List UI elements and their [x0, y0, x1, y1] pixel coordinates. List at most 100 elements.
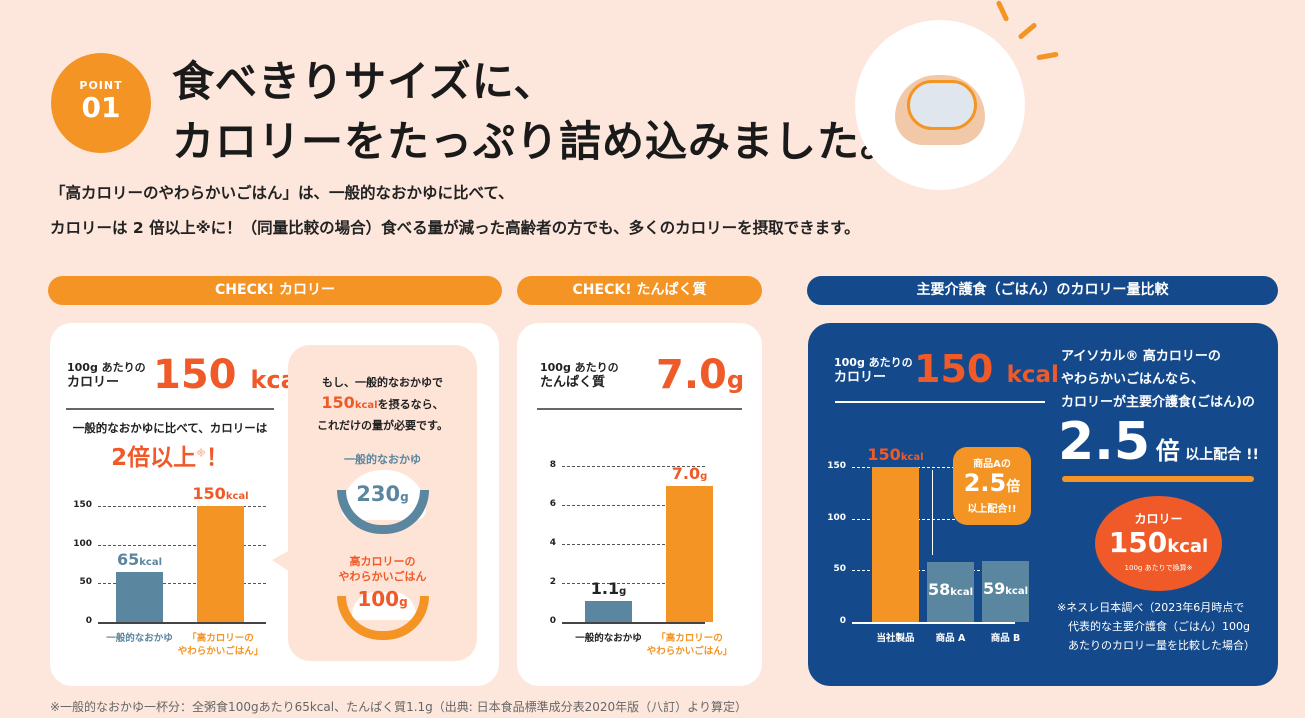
x-tick-label: 当社製品 [876, 633, 915, 644]
t: カロリー [834, 370, 887, 385]
compare-text: 一般的なおかゆに比べて、カロリーは [72, 421, 268, 435]
y-tick-label: 0 [85, 616, 92, 626]
t: やわらかいごはんなら、 [1061, 372, 1205, 387]
x-tick-label: 「高カロリーの やわらかいごはん」 [646, 633, 733, 657]
data-label: 65kcal [116, 549, 163, 569]
footnote: ※一般的なおかゆ一杯分：全粥食100gあたり65kcal、たんぱく質1.1g（出… [50, 700, 747, 714]
gridline [852, 467, 1015, 468]
t: ※ネスレ日本調べ（2023年6月時点で [1057, 601, 1245, 614]
x-axis [98, 622, 266, 624]
bar [927, 562, 974, 622]
u: g [726, 366, 745, 394]
bar [666, 485, 713, 622]
y-tick-label: 6 [549, 499, 556, 509]
t: やわらかいごはん [338, 570, 427, 583]
data-label: 150kcal [192, 484, 249, 503]
label: カロリー [67, 375, 120, 390]
v: 2.5 [963, 469, 1007, 497]
gridline [98, 506, 266, 507]
wavy-underline [1062, 476, 1254, 482]
sparkle-ray [995, 0, 1010, 23]
divider [66, 408, 274, 410]
t: 以上配合 !! [1185, 447, 1259, 463]
u: g [399, 595, 408, 609]
survey-note: ※ネスレ日本調べ（2023年6月時点で 代表的な主要介護食（ごはん）100g あ… [1057, 598, 1255, 655]
text: これだけの量が必要です。 [317, 419, 448, 432]
calorie-chart: 0 50 100 150 65kcal 一般的なおかゆ 150kcal 「高カロリーの やわらか… [66, 470, 276, 670]
x-axis [562, 622, 705, 624]
v: 7.0 [656, 352, 727, 398]
u: 倍 [1006, 479, 1021, 495]
y-tick-label: 150 [73, 500, 92, 510]
headline-2x: 2倍以上※！ [66, 438, 274, 472]
t: たんぱく質 [540, 375, 606, 390]
gridline [562, 466, 705, 467]
v: 100 [357, 587, 400, 611]
t: 高カロリーの [349, 555, 416, 568]
v: 230 [356, 482, 401, 506]
y-tick-label: 0 [549, 616, 556, 626]
num: 150 [321, 393, 355, 412]
page-title-line1: 食べきりサイズに、 [172, 57, 557, 106]
data-label: 7.0g [671, 463, 708, 483]
x-tick-label: 一般的なおかゆ [106, 633, 173, 644]
comparison-text: アイソカル® 高カロリーの やわらかいごはんなら、 カロリーが主要介護食(ごはん… [1061, 345, 1255, 414]
per-100g-label: 100g あたりの たんぱく質 [540, 360, 619, 390]
u: kcal [1167, 536, 1209, 557]
x-tick-label: 商品 B [990, 633, 1021, 644]
text: ！ [205, 445, 229, 471]
value: 150 [153, 352, 237, 398]
gridline [98, 544, 266, 546]
t: 以上配合!! [967, 504, 1017, 515]
x-tick-label: 商品 A [935, 633, 966, 644]
bar [872, 467, 919, 622]
bubble-tail [272, 550, 290, 572]
product-hand-photo [855, 20, 1025, 190]
y-tick-label: 8 [549, 460, 556, 470]
text: もし、一般的なおかゆで [322, 376, 443, 389]
y-tick-label: 100 [73, 538, 92, 549]
t: 代表的な主要介護食（ごはん）100g [1068, 620, 1250, 633]
gridline [562, 544, 705, 545]
per-100g-label: 100g あたりの カロリー [834, 355, 913, 385]
data-label: 1.1g [590, 578, 627, 598]
gridline [98, 583, 266, 585]
bar [116, 571, 163, 622]
t: カロリーが主要介護食(ごはん)の [1061, 395, 1255, 410]
t: 100g あたりで換算※ [1124, 564, 1193, 572]
y-tick-label: 150 [827, 461, 846, 471]
v: 150 [914, 347, 994, 391]
x-tick-label: 「高カロリーの やわらかいごはん」 [177, 633, 264, 657]
per-100g-label: 100g あたりの カロリー [67, 360, 146, 390]
t: 商品Aの [973, 459, 1011, 470]
text: 2倍以上 [111, 445, 197, 471]
sparkle-ray [1017, 22, 1038, 40]
text: を摂るなら、 [377, 398, 444, 411]
v: 150 [1108, 526, 1168, 559]
bubble-text: もし、一般的なおかゆで 150kcalを摂るなら、 これだけの量が必要です。 [288, 373, 477, 436]
divider [835, 401, 1045, 403]
t: 100g あたりの [834, 356, 913, 369]
y-tick-label: 4 [549, 538, 556, 548]
x-axis [852, 622, 1015, 624]
point-badge: POINT 01 [51, 53, 151, 153]
u: g [400, 490, 409, 504]
bar [982, 561, 1029, 622]
gridline [562, 505, 705, 506]
bowl2-label: 高カロリーの やわらかいごはん [288, 554, 477, 584]
u: kcal [1006, 362, 1059, 388]
data-label: 150kcal [867, 445, 924, 464]
y-tick-label: 100 [827, 512, 846, 523]
calorie-badge: カロリー 150kcal 100g あたりで換算※ [1095, 496, 1222, 591]
lead-text-1: 「高カロリーのやわらかいごはん」は、一般的なおかゆに比べて、 [50, 184, 514, 202]
check-protein-pill: CHECK! たんぱく質 [517, 276, 762, 305]
bowl1-label: 一般的なおかゆ [344, 453, 421, 466]
t: カロリー [1134, 512, 1183, 526]
bar [197, 506, 244, 622]
y-tick-label: 50 [833, 564, 846, 575]
u: 倍 [1155, 437, 1180, 465]
label: 100g あたりの [67, 361, 146, 374]
comparison-pill: 主要介護食（ごはん）のカロリー量比較 [807, 276, 1278, 305]
data-label: 58kcal [927, 580, 974, 600]
divider [537, 408, 742, 410]
